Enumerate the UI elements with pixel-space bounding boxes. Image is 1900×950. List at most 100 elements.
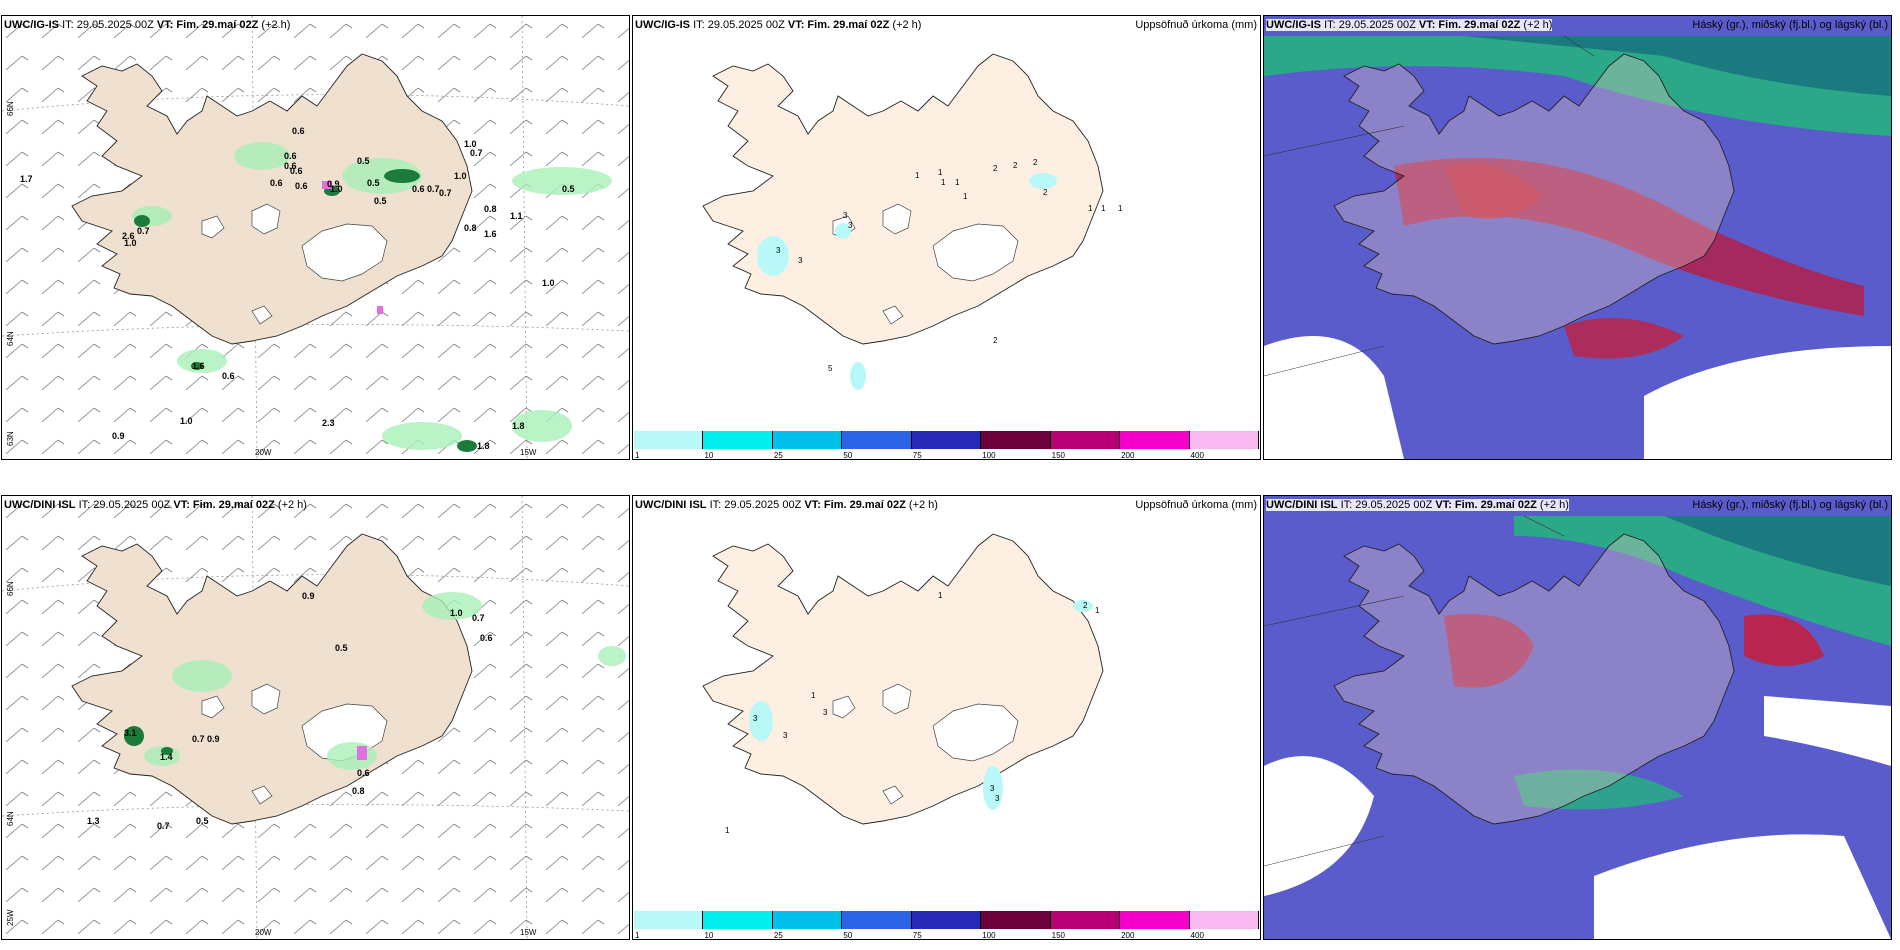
value-label: 2 (993, 336, 998, 345)
precip-map (702, 53, 1104, 390)
panel-precip-dini: UWC/DINI ISL IT: 29.05.2025 00Z VT: Fim.… (632, 495, 1261, 940)
value-label: 0.6 (290, 166, 303, 176)
value-label: 0.5 (374, 196, 387, 206)
lat-label-63: 63N (6, 431, 15, 446)
colorbar-tick: 25 (773, 931, 783, 940)
wind-map (2, 496, 629, 939)
panel-header: UWC/DINI ISL IT: 29.05.2025 00Z VT: Fim.… (635, 499, 938, 511)
value-label: 0.6 (284, 161, 297, 171)
value-label: 3.1 (124, 728, 137, 738)
precip-colorbar: 1 10 25 50 75 100 150 200 400 (634, 911, 1259, 939)
value-label: 0.6 (480, 633, 493, 643)
value-label: 0.6 (412, 184, 425, 194)
value-label: 1.0 (180, 416, 193, 426)
colorbar-tick: 50 (843, 931, 853, 940)
value-label: 1.7 (20, 174, 33, 184)
value-label: 1.8 (512, 421, 525, 431)
lon-label-15: 15W (520, 448, 537, 457)
value-label: 0.7 (192, 734, 205, 744)
value-label: 2 (1013, 161, 1018, 170)
colorbar-tick: 75 (912, 451, 922, 460)
value-label: 1 (955, 178, 960, 187)
value-label: 0.5 (196, 816, 209, 826)
colorbar-swatch (772, 911, 843, 929)
value-label: 1 (1118, 204, 1123, 213)
value-label: 5 (828, 364, 833, 373)
value-label: 1 (811, 691, 816, 700)
panel-header: UWC/IG-IS IT: 29.05.2025 00Z VT: Fim. 29… (4, 19, 291, 31)
colorbar-tick: 200 (1121, 451, 1135, 460)
colorbar-tick: 10 (704, 451, 714, 460)
colorbar-swatch (1189, 911, 1259, 929)
value-label: 3 (776, 246, 781, 255)
value-label: 2 (1033, 158, 1038, 167)
value-label: 1.3 (87, 816, 100, 826)
panel-header: UWC/IG-IS IT: 29.05.2025 00Z VT: Fim. 29… (635, 19, 922, 31)
value-label: 1.0 (330, 184, 343, 194)
precip-title: Uppsöfnuð úrkoma (mm) (1135, 19, 1257, 31)
colorbar-tick: 50 (843, 451, 853, 460)
lon-label-15: 15W (520, 928, 537, 937)
value-label: 1 (963, 192, 968, 201)
panel-cloud-ig-is: UWC/IG-IS IT: 29.05.2025 00Z VT: Fim. 29… (1263, 15, 1892, 460)
colorbar-swatch (634, 911, 704, 929)
value-label: 0.9 (302, 591, 315, 601)
value-label: 1.0 (450, 608, 463, 618)
colorbar-tick: 25 (773, 451, 783, 460)
value-label: 2.3 (322, 418, 335, 428)
lon-label-20: 20W (255, 928, 272, 937)
value-label: 1 (1101, 204, 1106, 213)
value-label: 3 (798, 256, 803, 265)
value-label: 0.5 (335, 643, 348, 653)
wind-map (2, 16, 629, 459)
colorbar-swatch (911, 431, 982, 449)
value-label: 1.6 (484, 229, 497, 239)
cloud-title: Háský (gr.), miðský (fj.bl.) og lágský (… (1692, 19, 1888, 31)
panel-header: UWC/DINI ISL IT: 29.05.2025 00Z VT: Fim.… (4, 499, 307, 511)
colorbar-tick: 10 (704, 931, 714, 940)
panel-cloud-dini: UWC/DINI ISL IT: 29.05.2025 00Z VT: Fim.… (1263, 495, 1892, 940)
colorbar-swatch (703, 911, 773, 929)
colorbar-swatch (1120, 431, 1190, 449)
value-label: 0.9 (112, 431, 125, 441)
colorbar-tick: 150 (1051, 451, 1066, 460)
colorbar-swatch (1050, 911, 1121, 929)
lat-label-25: 25W (6, 909, 15, 926)
colorbar-swatch (981, 431, 1051, 449)
lat-label-64: 64N (6, 811, 15, 826)
value-label: 0.6 (222, 371, 235, 381)
value-label: 0.8 (484, 204, 497, 214)
value-label: 0.6 (270, 178, 283, 188)
value-label: 1 (725, 826, 730, 835)
value-label: 1 (938, 168, 943, 177)
value-label: 2 (1083, 601, 1088, 610)
cloud-map (1264, 496, 1891, 939)
value-label: 0.9 (207, 734, 220, 744)
colorbar-tick: 1 (635, 931, 640, 940)
value-label: 1.8 (477, 441, 490, 451)
value-label: 1.6 (192, 361, 205, 371)
value-label: 3 (990, 784, 995, 793)
value-label: 0.8 (352, 786, 365, 796)
colorbar-tick: 150 (1051, 931, 1066, 940)
value-label: 1 (915, 171, 920, 180)
panel-header: UWC/IG-IS IT: 29.05.2025 00Z VT: Fim. 29… (1266, 19, 1553, 31)
value-label: 0.5 (367, 178, 380, 188)
colorbar-tick: 200 (1121, 931, 1135, 940)
value-label: 0.7 (157, 821, 170, 831)
value-label: 1 (941, 178, 946, 187)
colorbar-tick: 100 (982, 451, 996, 460)
panel-wind-dini: UWC/DINI ISL IT: 29.05.2025 00Z VT: Fim.… (1, 495, 630, 940)
lon-label-20: 20W (255, 448, 272, 457)
value-label: 1 (1088, 204, 1093, 213)
value-label: 0.7 (427, 184, 440, 194)
value-label: 0.7 (439, 188, 452, 198)
value-label: 3 (843, 211, 848, 220)
colorbar-swatch (911, 911, 982, 929)
precip-title: Uppsöfnuð úrkoma (mm) (1135, 499, 1257, 511)
cloud-title: Háský (gr.), miðský (fj.bl.) og lágský (… (1692, 499, 1888, 511)
value-label: 0.9 (327, 179, 340, 189)
value-label: 2.6 (122, 231, 135, 241)
colorbar-swatch (772, 431, 843, 449)
colorbar-swatch (634, 431, 704, 449)
